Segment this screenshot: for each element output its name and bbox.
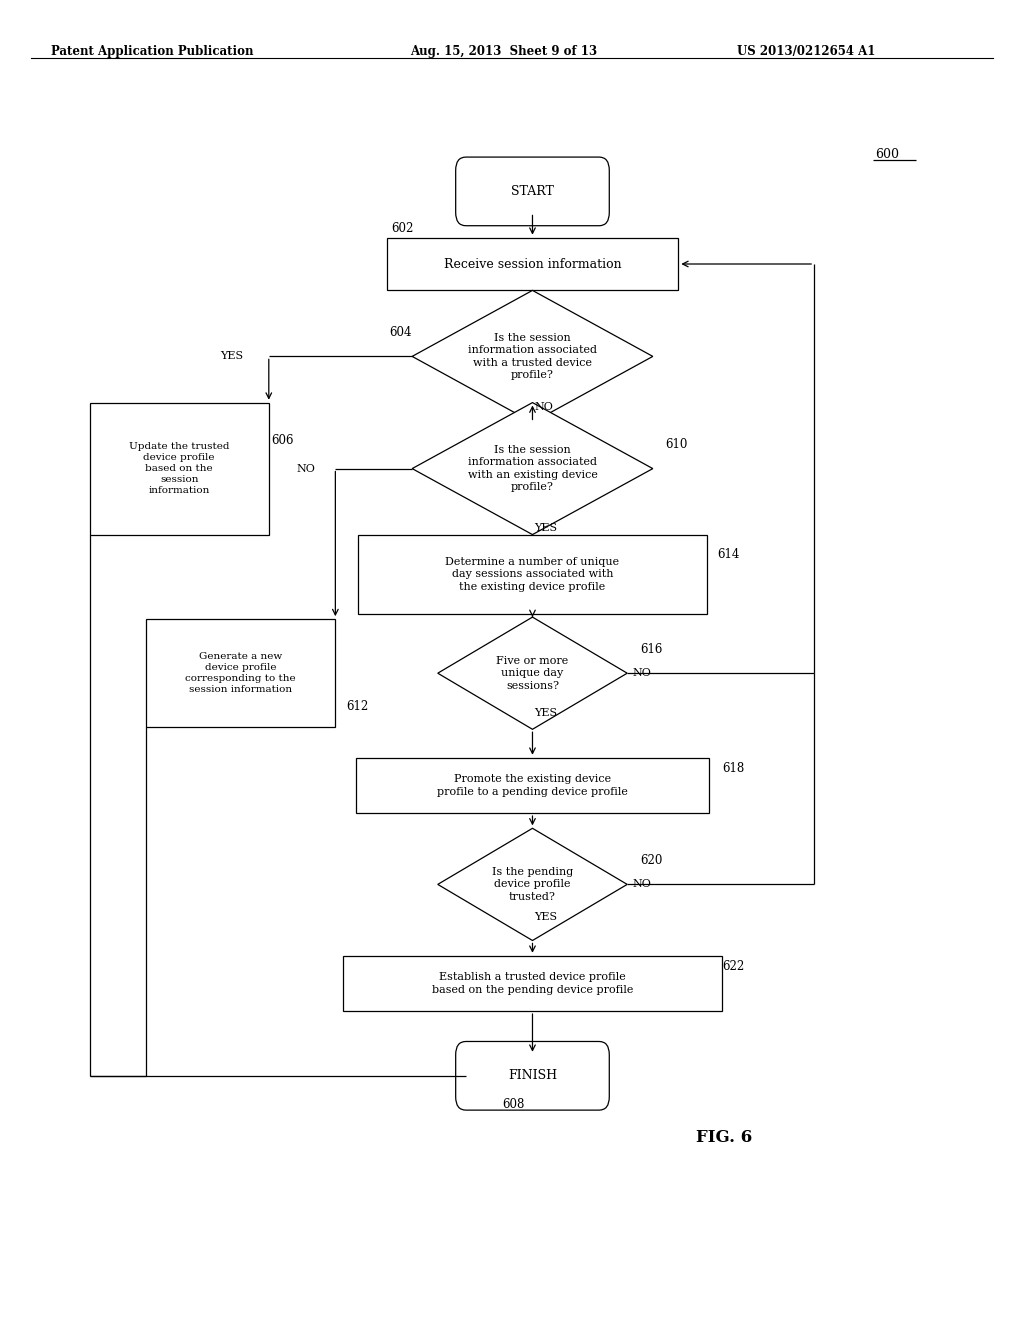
Text: 606: 606 bbox=[271, 434, 294, 447]
Text: 600: 600 bbox=[876, 148, 899, 161]
Text: YES: YES bbox=[535, 912, 558, 923]
Polygon shape bbox=[412, 403, 653, 535]
Text: Establish a trusted device profile
based on the pending device profile: Establish a trusted device profile based… bbox=[432, 973, 633, 994]
Text: 614: 614 bbox=[717, 548, 739, 561]
Text: Update the trusted
device profile
based on the
session
information: Update the trusted device profile based … bbox=[129, 442, 229, 495]
Polygon shape bbox=[438, 618, 627, 729]
Text: US 2013/0212654 A1: US 2013/0212654 A1 bbox=[737, 45, 876, 58]
Text: NO: NO bbox=[633, 879, 651, 890]
FancyBboxPatch shape bbox=[145, 619, 336, 727]
Text: NO: NO bbox=[535, 401, 553, 412]
Text: 604: 604 bbox=[389, 326, 412, 339]
Text: Promote the existing device
profile to a pending device profile: Promote the existing device profile to a… bbox=[437, 775, 628, 796]
Polygon shape bbox=[412, 290, 653, 422]
Text: FIG. 6: FIG. 6 bbox=[696, 1130, 753, 1146]
FancyBboxPatch shape bbox=[356, 758, 709, 813]
Text: 602: 602 bbox=[391, 222, 414, 235]
Text: YES: YES bbox=[535, 708, 558, 718]
Text: Generate a new
device profile
corresponding to the
session information: Generate a new device profile correspond… bbox=[185, 652, 296, 694]
FancyBboxPatch shape bbox=[358, 535, 707, 614]
Text: Aug. 15, 2013  Sheet 9 of 13: Aug. 15, 2013 Sheet 9 of 13 bbox=[410, 45, 597, 58]
Text: 618: 618 bbox=[722, 762, 744, 775]
Text: Receive session information: Receive session information bbox=[443, 257, 622, 271]
Text: Is the session
information associated
with an existing device
profile?: Is the session information associated wi… bbox=[468, 445, 597, 492]
Text: NO: NO bbox=[633, 668, 651, 678]
FancyBboxPatch shape bbox=[90, 403, 268, 535]
Text: 620: 620 bbox=[640, 854, 663, 867]
Polygon shape bbox=[438, 829, 627, 940]
FancyBboxPatch shape bbox=[343, 956, 722, 1011]
Text: YES: YES bbox=[220, 351, 244, 362]
Text: Is the pending
device profile
trusted?: Is the pending device profile trusted? bbox=[492, 867, 573, 902]
FancyBboxPatch shape bbox=[456, 1041, 609, 1110]
Text: 612: 612 bbox=[346, 700, 369, 713]
Text: 622: 622 bbox=[722, 960, 744, 973]
Text: Is the session
information associated
with a trusted device
profile?: Is the session information associated wi… bbox=[468, 333, 597, 380]
Text: Five or more
unique day
sessions?: Five or more unique day sessions? bbox=[497, 656, 568, 690]
FancyBboxPatch shape bbox=[387, 238, 679, 290]
Text: START: START bbox=[511, 185, 554, 198]
Text: YES: YES bbox=[535, 523, 558, 533]
Text: NO: NO bbox=[297, 463, 315, 474]
FancyBboxPatch shape bbox=[456, 157, 609, 226]
Text: 608: 608 bbox=[502, 1098, 524, 1111]
Text: 610: 610 bbox=[666, 438, 688, 451]
Text: 616: 616 bbox=[640, 643, 663, 656]
Text: Patent Application Publication: Patent Application Publication bbox=[51, 45, 254, 58]
Text: FINISH: FINISH bbox=[508, 1069, 557, 1082]
Text: Determine a number of unique
day sessions associated with
the existing device pr: Determine a number of unique day session… bbox=[445, 557, 620, 591]
